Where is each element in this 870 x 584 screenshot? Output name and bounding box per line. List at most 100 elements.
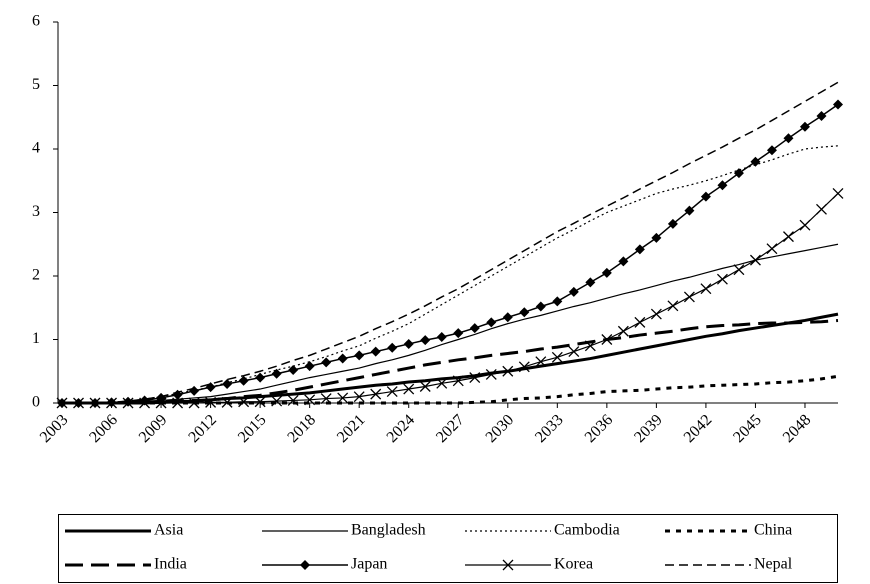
series-line: [62, 318, 839, 405]
marker: [353, 391, 365, 403]
legend-label: Asia: [154, 522, 183, 539]
marker: [453, 328, 464, 339]
series-line: [62, 374, 839, 405]
marker: [122, 397, 134, 409]
legend-label: India: [154, 556, 187, 573]
legend-label: Japan: [351, 556, 387, 573]
marker: [535, 301, 546, 312]
marker: [469, 372, 481, 384]
marker: [304, 361, 315, 372]
marker: [716, 273, 728, 285]
y-tick-label: 0: [32, 394, 40, 411]
x-tick-label: 2036: [582, 411, 617, 446]
marker: [370, 346, 381, 357]
marker: [683, 291, 695, 303]
x-tick-label: 2021: [334, 411, 369, 446]
x-tick-label: 2048: [780, 411, 815, 446]
marker: [585, 277, 596, 288]
marker: [618, 256, 629, 267]
series-line: [62, 81, 839, 404]
marker: [832, 187, 844, 199]
x-tick-label: 2045: [730, 411, 765, 446]
x-tick-label: 2024: [384, 411, 419, 446]
marker: [386, 386, 398, 398]
marker: [700, 191, 711, 202]
marker: [733, 264, 745, 276]
marker: [123, 396, 134, 407]
marker: [634, 244, 645, 255]
x-tick-label: 2006: [86, 411, 121, 446]
marker: [502, 559, 514, 571]
marker: [650, 308, 662, 320]
marker: [486, 317, 497, 328]
marker: [271, 368, 282, 379]
marker: [321, 357, 332, 368]
x-tick-label: 2030: [483, 411, 518, 446]
marker: [403, 383, 415, 395]
legend-label: China: [754, 522, 792, 539]
legend-label: Cambodia: [554, 522, 620, 539]
marker: [799, 219, 811, 231]
x-tick-label: 2039: [631, 411, 666, 446]
marker: [667, 218, 678, 229]
marker: [452, 375, 464, 387]
marker: [502, 365, 514, 377]
y-tick-label: 1: [32, 330, 40, 347]
y-tick-label: 2: [32, 267, 40, 284]
marker: [337, 392, 349, 404]
marker: [370, 388, 382, 400]
marker: [221, 396, 233, 408]
marker: [419, 381, 431, 392]
marker: [634, 316, 646, 328]
marker: [271, 395, 283, 407]
marker: [436, 377, 448, 389]
x-tick-label: 2027: [433, 411, 468, 446]
y-tick-label: 5: [32, 76, 40, 93]
y-tick-label: 4: [32, 140, 40, 157]
marker: [304, 394, 316, 406]
marker: [337, 353, 348, 364]
marker: [222, 378, 233, 389]
marker: [155, 397, 167, 409]
x-tick-label: 2033: [532, 411, 567, 446]
marker: [833, 99, 843, 110]
marker: [799, 121, 810, 132]
marker: [766, 243, 778, 255]
marker: [287, 395, 299, 406]
series-line: [62, 193, 839, 404]
series-line: [62, 243, 839, 404]
legend-label: Nepal: [754, 556, 793, 573]
marker: [238, 396, 250, 408]
marker: [255, 372, 266, 383]
marker: [205, 396, 217, 408]
marker: [568, 286, 579, 297]
x-tick-label: 2015: [235, 411, 270, 446]
x-tick-label: 2042: [681, 411, 716, 446]
marker: [288, 364, 299, 375]
marker: [601, 334, 613, 345]
marker: [816, 203, 827, 215]
marker: [601, 267, 612, 278]
x-tick-label: 2009: [136, 411, 171, 446]
marker: [420, 335, 431, 346]
marker: [749, 254, 761, 266]
marker: [139, 397, 151, 409]
marker: [172, 397, 184, 409]
marker: [320, 393, 332, 405]
legend-label: Korea: [554, 556, 593, 573]
legend-label: Bangladesh: [351, 522, 426, 539]
x-tick-label: 2012: [185, 411, 220, 446]
marker: [300, 560, 310, 570]
marker: [188, 397, 200, 409]
marker: [568, 346, 580, 358]
marker: [783, 231, 794, 243]
marker: [733, 168, 744, 179]
marker: [535, 356, 547, 368]
marker: [783, 133, 794, 144]
marker: [436, 331, 447, 342]
marker: [816, 110, 827, 121]
legend-box: [58, 514, 838, 583]
marker: [717, 180, 728, 191]
